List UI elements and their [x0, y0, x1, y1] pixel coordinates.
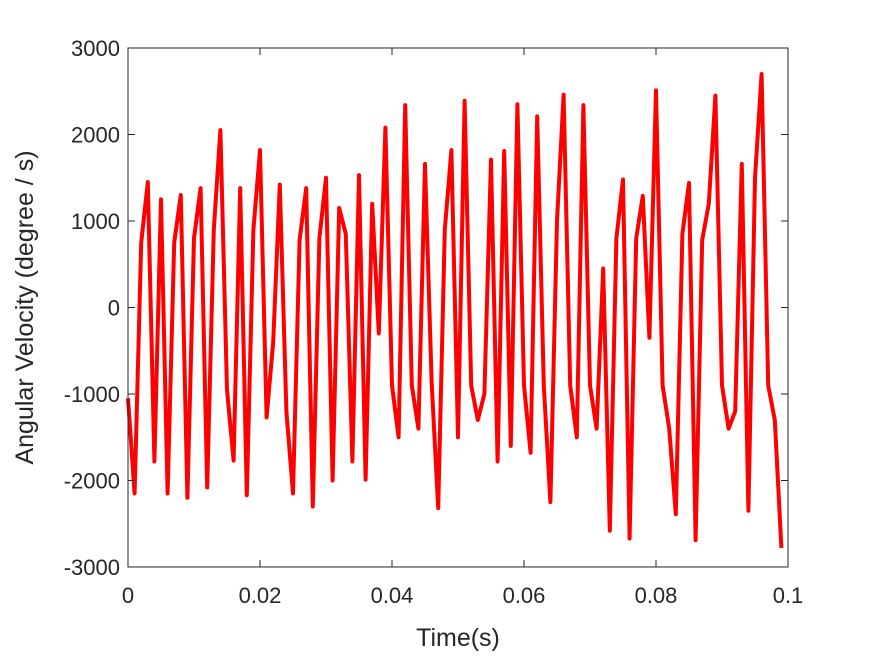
x-tick-label: 0.08	[635, 583, 678, 608]
y-axis: 3000 2000 1000 0 -1000 -2000 -3000	[64, 36, 788, 580]
x-axis: 0 0.02 0.04 0.06 0.08 0.1	[122, 48, 803, 608]
y-tick-label: 2000	[71, 123, 120, 148]
x-tick-label: 0.06	[503, 583, 546, 608]
y-tick-label: 0	[108, 296, 120, 321]
x-tick-label: 0.1	[773, 583, 804, 608]
y-axis-label: Angular Velocity (degree / s)	[11, 150, 39, 464]
plot-area	[128, 48, 788, 567]
y-tick-label: 1000	[71, 209, 120, 234]
series-layer	[126, 71, 784, 549]
x-axis-label: Time(s)	[416, 624, 500, 652]
y-tick-label: 3000	[71, 36, 120, 61]
y-tick-label: -2000	[64, 469, 120, 494]
x-tick-label: 0	[122, 583, 134, 608]
y-tick-label: -1000	[64, 382, 120, 407]
x-tick-label: 0.04	[371, 583, 414, 608]
series-line-1	[126, 71, 784, 549]
y-tick-label: -3000	[64, 555, 120, 580]
x-tick-label: 0.02	[239, 583, 282, 608]
